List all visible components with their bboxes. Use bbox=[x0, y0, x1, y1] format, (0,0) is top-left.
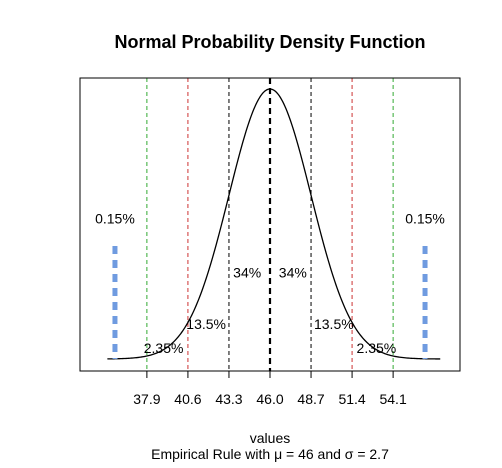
percent-label: 0.15% bbox=[405, 211, 445, 227]
x-axis: 37.9 40.6 43.3 46.0 48.7 51.4 54.1 bbox=[133, 370, 407, 407]
x-tick-label: 46.0 bbox=[256, 391, 283, 407]
reference-lines bbox=[146, 78, 394, 371]
x-tick-label: 54.1 bbox=[379, 391, 406, 407]
annotations: 0.15% 0.15%34% 34%13.5% 13.5%2.35% 2.35% bbox=[95, 211, 445, 357]
percent-label: 34% bbox=[279, 265, 307, 281]
x-tick-label: 40.6 bbox=[174, 391, 201, 407]
density-curve bbox=[107, 88, 441, 360]
percent-label: 0.15% bbox=[95, 211, 135, 227]
percent-label: 13.5% bbox=[186, 316, 226, 332]
percent-label: 34% bbox=[233, 265, 261, 281]
x-tick-label: 37.9 bbox=[133, 391, 160, 407]
x-tick-label: 51.4 bbox=[338, 391, 365, 407]
chart-title: Normal Probability Density Function bbox=[114, 32, 425, 52]
chart-subtitle: Empirical Rule with μ = 46 and σ = 2.7 bbox=[151, 446, 389, 462]
x-tick-label: 43.3 bbox=[215, 391, 242, 407]
x-axis-label: values bbox=[250, 430, 290, 446]
percent-label: 13.5% bbox=[314, 316, 354, 332]
percent-label: 2.35% bbox=[144, 340, 184, 356]
percent-label: 2.35% bbox=[357, 340, 397, 356]
x-tick-label: 48.7 bbox=[297, 391, 324, 407]
tail-markers bbox=[112, 246, 428, 359]
